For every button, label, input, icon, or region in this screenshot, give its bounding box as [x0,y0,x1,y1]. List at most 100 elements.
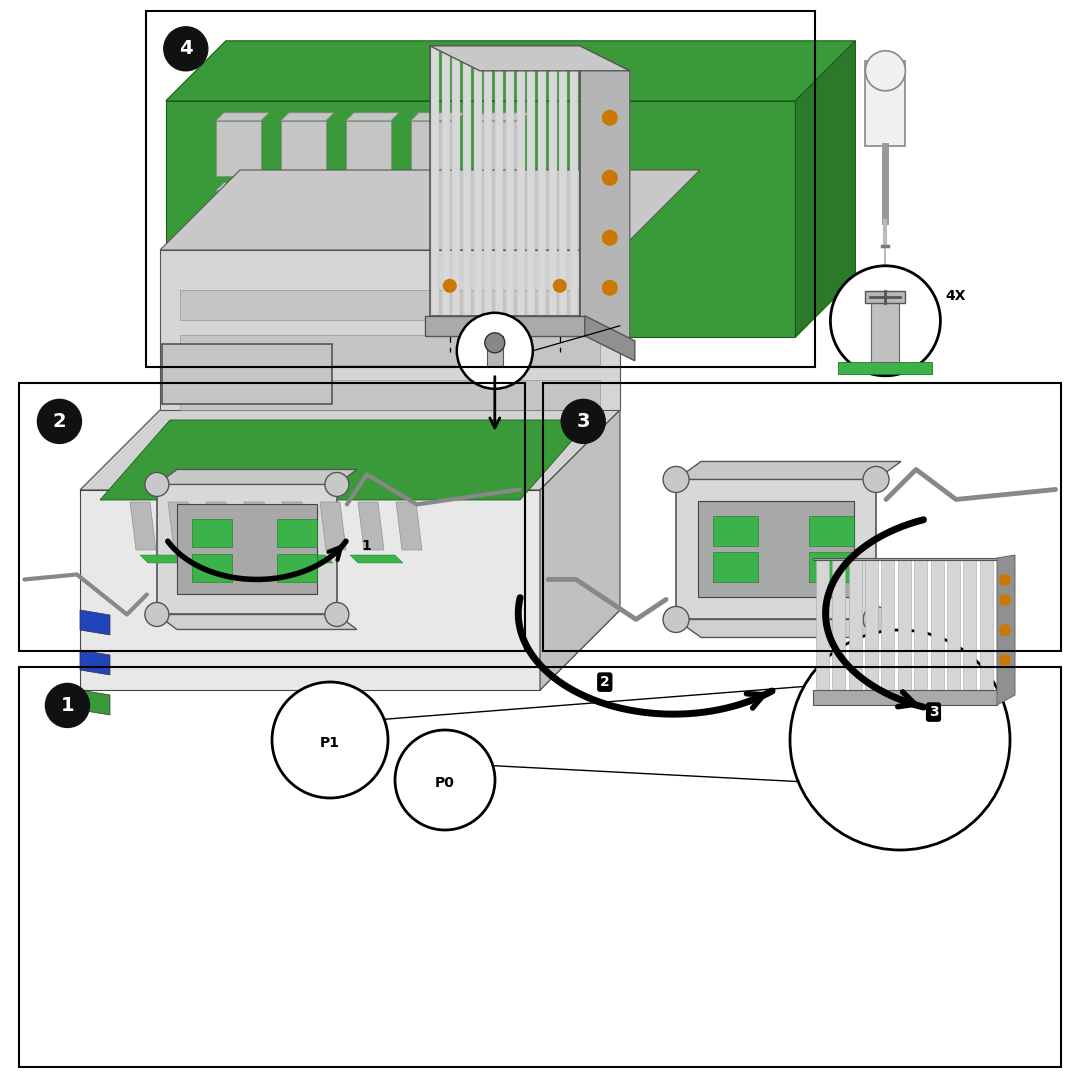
Polygon shape [80,490,540,690]
Circle shape [602,230,618,246]
Text: P0: P0 [435,777,455,789]
Polygon shape [192,554,232,582]
Circle shape [999,594,1011,606]
Polygon shape [410,191,456,246]
Bar [146,11,815,367]
Polygon shape [180,291,600,320]
Polygon shape [698,501,854,597]
Circle shape [865,51,905,91]
Polygon shape [849,561,862,690]
Polygon shape [580,45,630,341]
Polygon shape [476,112,529,121]
Circle shape [272,681,388,798]
Polygon shape [281,112,334,121]
Circle shape [145,472,168,497]
Polygon shape [162,345,332,405]
Polygon shape [350,555,403,563]
Polygon shape [410,112,463,121]
Polygon shape [166,100,795,337]
Polygon shape [676,620,901,637]
Polygon shape [130,502,156,550]
Polygon shape [157,615,356,630]
Polygon shape [80,610,620,690]
Polygon shape [463,45,471,315]
Polygon shape [676,480,876,620]
Polygon shape [180,380,600,410]
Text: P1: P1 [320,735,340,750]
Polygon shape [549,45,556,315]
Polygon shape [281,183,334,191]
Text: 2: 2 [53,411,66,431]
Polygon shape [140,555,193,563]
Circle shape [863,467,889,492]
Polygon shape [713,516,758,546]
Circle shape [602,280,618,296]
Polygon shape [881,561,894,690]
Polygon shape [833,561,846,690]
Text: 2: 2 [599,675,610,689]
Circle shape [999,624,1011,636]
Circle shape [325,603,349,626]
Circle shape [164,27,207,71]
Polygon shape [453,45,460,315]
Polygon shape [346,191,391,246]
Polygon shape [476,191,521,246]
Polygon shape [487,336,503,366]
Text: 1: 1 [60,696,75,715]
Polygon shape [931,561,944,690]
Circle shape [485,333,504,353]
Polygon shape [516,45,525,315]
Polygon shape [713,553,758,582]
Bar [543,383,1061,651]
Polygon shape [795,41,855,337]
Polygon shape [980,561,993,690]
Bar [19,667,1061,1067]
Polygon shape [168,502,194,550]
Polygon shape [570,45,578,315]
Circle shape [553,279,567,293]
Polygon shape [157,470,356,485]
Polygon shape [180,335,600,365]
Circle shape [602,110,618,125]
Polygon shape [210,555,264,563]
Circle shape [863,607,889,633]
Polygon shape [538,45,546,315]
Polygon shape [410,121,456,176]
Polygon shape [897,561,910,690]
Polygon shape [410,183,463,191]
Bar [19,383,525,651]
Polygon shape [997,555,1015,705]
Polygon shape [865,60,905,146]
Polygon shape [872,291,900,362]
Polygon shape [80,650,110,675]
Polygon shape [865,561,878,690]
Circle shape [325,472,349,497]
Polygon shape [430,45,630,71]
Polygon shape [216,183,269,191]
Polygon shape [206,502,232,550]
Circle shape [562,400,605,444]
Polygon shape [476,183,529,191]
Polygon shape [865,291,905,302]
Polygon shape [476,121,521,176]
Polygon shape [166,41,855,100]
Text: 3: 3 [577,411,590,431]
Polygon shape [216,112,269,121]
Polygon shape [505,45,514,315]
Polygon shape [100,420,590,500]
Polygon shape [483,336,507,370]
Circle shape [395,730,495,831]
Polygon shape [838,362,932,374]
Polygon shape [559,45,567,315]
Polygon shape [216,191,260,246]
Polygon shape [816,561,829,690]
Circle shape [45,684,90,728]
Polygon shape [192,519,232,548]
Text: 4X: 4X [945,288,966,302]
Polygon shape [346,121,391,176]
Polygon shape [160,249,620,410]
Polygon shape [346,183,399,191]
Polygon shape [527,45,536,315]
Polygon shape [80,690,110,715]
Polygon shape [276,519,316,548]
